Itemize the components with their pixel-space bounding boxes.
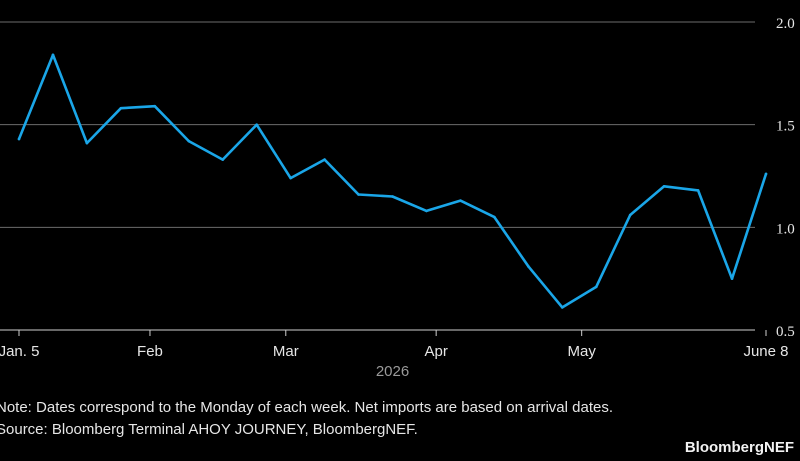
y-tick-label: 1.5 xyxy=(776,119,795,135)
data-point xyxy=(425,209,428,213)
gridlines xyxy=(0,21,755,331)
data-point xyxy=(119,106,123,110)
x-tick-label: Apr xyxy=(424,343,447,360)
data-point xyxy=(17,137,21,141)
data-point xyxy=(391,195,394,198)
y-tick-label: 0.5 xyxy=(776,324,795,340)
data-point xyxy=(730,277,734,280)
x-tick-label: Feb xyxy=(137,343,163,360)
brand-logo: BloombergNEF xyxy=(684,439,794,456)
data-point xyxy=(662,184,666,188)
data-point xyxy=(459,199,462,202)
data-point xyxy=(187,139,191,143)
x-tick-label: June 8 xyxy=(743,343,788,360)
data-point xyxy=(255,123,258,126)
line-chart: 0.5 1.0 1.5 2.0 Jan. 5 Feb Mar Apr May June 8 202… xyxy=(0,16,795,380)
data-point xyxy=(628,213,632,217)
y-tick-label: 1.0 xyxy=(776,221,795,237)
data-point xyxy=(527,265,530,268)
data-point xyxy=(357,193,360,196)
x-tick-label: Jan. 5 xyxy=(0,343,39,360)
year-label: 2026 xyxy=(376,363,409,380)
x-tick-label: Mar xyxy=(273,343,299,360)
series-line xyxy=(17,53,768,309)
data-point xyxy=(323,158,326,161)
y-tick-label: 2.0 xyxy=(776,16,795,32)
data-point xyxy=(289,176,292,180)
x-tick-label: May xyxy=(568,343,597,360)
chart-source: Source: Bloomberg Terminal AHOY JOURNEY,… xyxy=(0,421,418,438)
series-line-path xyxy=(17,53,768,309)
data-point xyxy=(764,172,768,176)
data-point xyxy=(696,189,700,192)
data-point xyxy=(153,104,157,108)
data-point xyxy=(594,285,598,289)
data-point xyxy=(221,158,225,161)
axes: 0.5 1.0 1.5 2.0 Jan. 5 Feb Mar Apr May June 8 xyxy=(0,16,795,360)
data-point xyxy=(85,141,89,145)
data-point xyxy=(51,53,55,57)
data-point xyxy=(493,215,496,219)
data-point xyxy=(560,306,564,309)
chart-note: Note: Dates correspond to the Monday of … xyxy=(0,399,613,416)
